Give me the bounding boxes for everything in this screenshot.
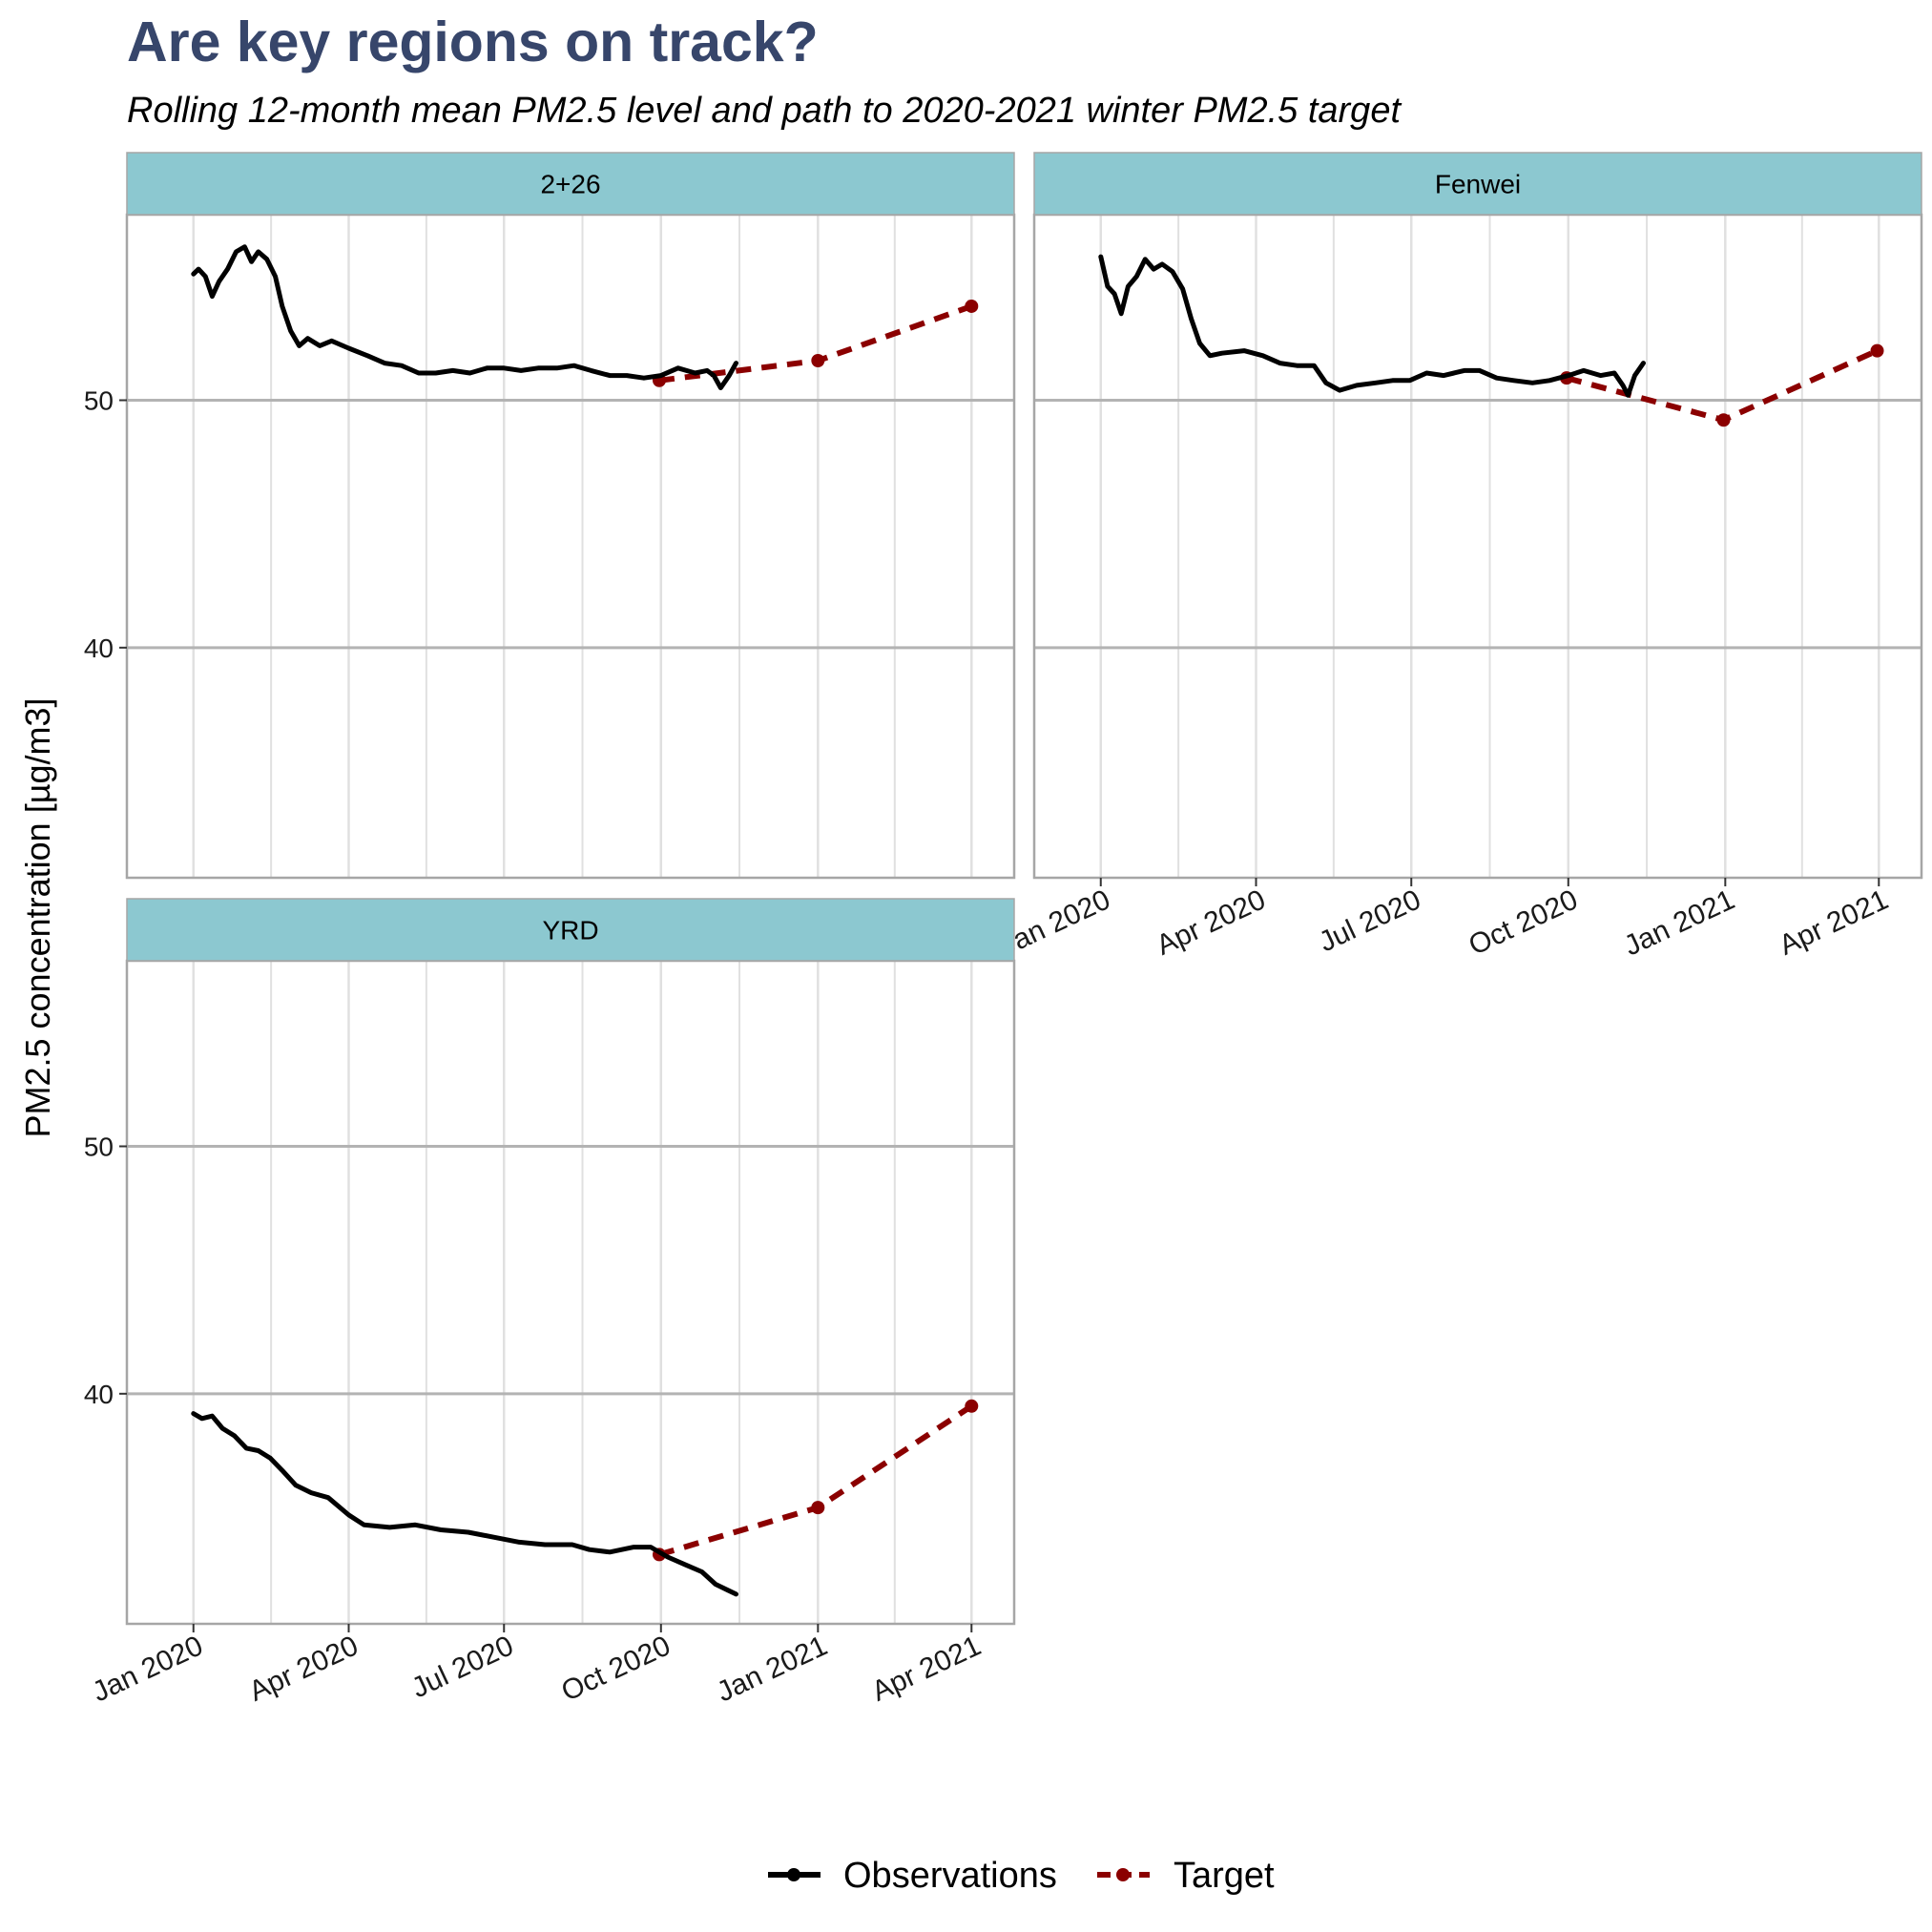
x-tick-label: Jul 2020 (406, 1630, 518, 1704)
target-point (965, 299, 979, 313)
target-point (1870, 343, 1884, 358)
facet-label: YRD (542, 916, 598, 945)
facet-strip (126, 152, 1015, 216)
legend-label: Target (1174, 1856, 1275, 1896)
observations-line (191, 244, 738, 390)
target-point (965, 1399, 979, 1413)
facet-strip (126, 898, 1015, 962)
x-tick-label: Jul 2020 (1314, 883, 1425, 958)
facet-panel-yrd: YRD 40 50 Jan 2020 Apr 2020 Jul 2020 Oct 2020 J… (84, 898, 1016, 1709)
panel-border (125, 959, 1016, 1626)
target-point (811, 1501, 825, 1515)
legend-label: Observations (843, 1856, 1057, 1896)
x-tick-label: Apr 2021 (867, 1630, 986, 1707)
panel-border (1032, 213, 1923, 880)
legend-key-point (787, 1868, 800, 1881)
y-tick-label: 40 (84, 1380, 114, 1409)
facet-label: 2+26 (540, 170, 600, 199)
x-tick-label: Apr 2021 (1775, 883, 1893, 961)
x-tick-label: Jan 2021 (712, 1630, 832, 1708)
x-tick-label: Apr 2020 (244, 1630, 363, 1707)
facet-strip (1033, 152, 1922, 216)
y-tick-label: 40 (84, 634, 114, 663)
panel-border (125, 213, 1016, 880)
observations-line (191, 1411, 738, 1597)
y-tick-label: 50 (84, 1132, 114, 1161)
facet-label: Fenwei (1435, 170, 1521, 199)
x-tick-label: Apr 2020 (1152, 883, 1270, 961)
target-point (1716, 413, 1731, 427)
target-line (658, 1403, 973, 1558)
y-axis-title: PM2.5 concentration [µg/m3] (18, 698, 57, 1138)
target-line (1566, 347, 1879, 424)
legend-key-point (1116, 1868, 1130, 1881)
facet-panel-2-26: 2+26 40 50 (84, 152, 1016, 880)
x-tick-label: Oct 2020 (556, 1630, 675, 1707)
x-tick-label: Jan 2020 (88, 1630, 208, 1708)
observations-line (1098, 254, 1646, 398)
target-point (811, 354, 825, 368)
legend: Observations Target (768, 1856, 1275, 1896)
chart-title: Are key regions on track? (127, 10, 819, 73)
chart-subtitle: Rolling 12-month mean PM2.5 level and pa… (127, 91, 1402, 131)
y-tick-label: 50 (84, 385, 114, 415)
x-tick-label: Oct 2020 (1464, 883, 1582, 961)
x-tick-label: Jan 2021 (1619, 883, 1739, 962)
